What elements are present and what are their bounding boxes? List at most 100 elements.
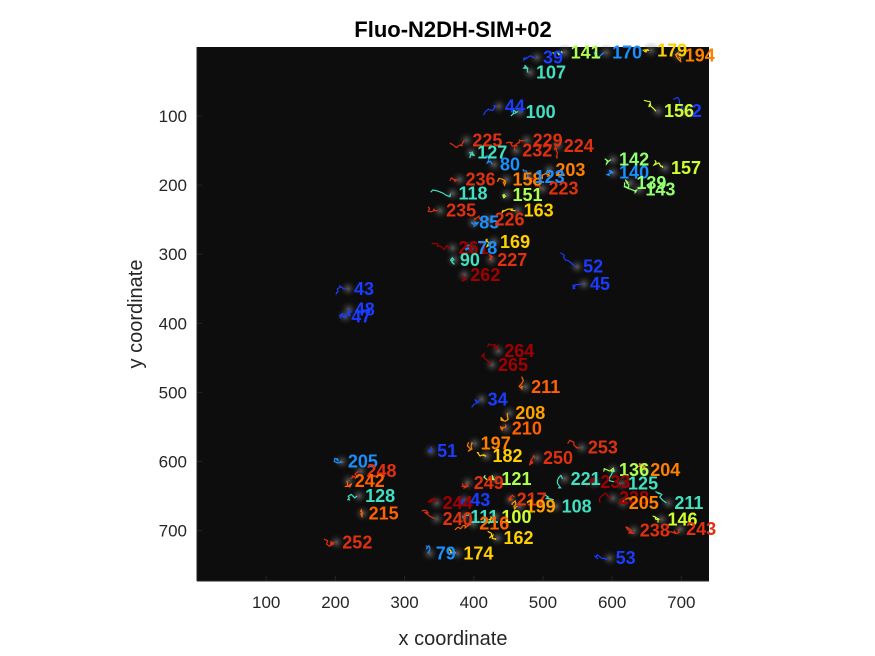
- track-line: [672, 96, 684, 112]
- cell-blob: [427, 493, 446, 512]
- chart-title: Fluo-N2DH-SIM+02: [354, 17, 551, 42]
- track-label: 252: [342, 532, 372, 552]
- y-tick-label: 100: [159, 107, 187, 126]
- track-line: [571, 283, 583, 290]
- cell-blob: [497, 170, 516, 189]
- cell-blob: [479, 210, 498, 229]
- track-line: [522, 168, 529, 179]
- cell-blob: [427, 509, 446, 528]
- track-label: 118: [459, 183, 488, 203]
- track-label: 48: [355, 300, 375, 320]
- track-label: 203: [555, 160, 585, 180]
- cell-blob: [624, 521, 643, 540]
- cell-blobs: [327, 41, 695, 568]
- track-line: [449, 256, 455, 265]
- x-axis-label: x coordinate: [399, 628, 508, 650]
- cell-blob: [649, 102, 668, 121]
- track-line: [469, 150, 475, 159]
- track-line: [484, 155, 493, 165]
- track-line: [604, 158, 612, 166]
- track-line: [501, 208, 516, 214]
- track-line: [510, 108, 519, 117]
- cell-blob: [659, 493, 678, 512]
- track-line: [483, 104, 498, 116]
- x-tick-label: 200: [321, 593, 349, 612]
- track-line: [636, 462, 647, 471]
- cell-blob: [510, 102, 529, 121]
- track-label: 90: [460, 250, 480, 270]
- track-line: [449, 177, 458, 183]
- x-tick-label: 500: [529, 593, 557, 612]
- cell-blob: [485, 232, 504, 251]
- track-line: [593, 51, 605, 60]
- track-label: 151: [513, 185, 543, 205]
- track-line: [427, 206, 439, 213]
- track-label: 199: [526, 496, 556, 516]
- cell-blob: [443, 184, 462, 203]
- track-label: 128: [365, 486, 395, 506]
- track-label: 224: [564, 136, 594, 156]
- x-tick-label: 700: [667, 593, 695, 612]
- cell-blob: [450, 170, 469, 189]
- track-label: 85: [479, 212, 499, 232]
- cell-blob: [455, 265, 474, 284]
- cell-blob: [572, 438, 591, 457]
- cell-blob: [546, 497, 565, 516]
- track-label: 249: [474, 473, 504, 493]
- track-line: [511, 500, 518, 511]
- track-label: 226: [495, 210, 525, 230]
- track-label: 78: [477, 238, 497, 258]
- track-label: 240: [443, 509, 473, 529]
- track-label: 233: [600, 472, 630, 492]
- track-line: [431, 242, 451, 251]
- track-line: [483, 474, 496, 481]
- track-line: [488, 253, 494, 261]
- track-label: 197: [481, 434, 511, 454]
- track-label: 47: [351, 306, 371, 326]
- track-label: 136: [619, 460, 649, 480]
- track-line: [487, 343, 500, 352]
- track-line: [476, 452, 487, 457]
- track-line: [350, 470, 359, 480]
- track-label: 211: [531, 377, 560, 397]
- track-line: [529, 177, 542, 189]
- track-line: [623, 179, 630, 189]
- track-label: 264: [504, 341, 534, 361]
- cell-blob: [533, 179, 552, 198]
- cell-blob: [555, 469, 574, 488]
- track-label: 243: [686, 519, 716, 539]
- track-label: 163: [524, 201, 554, 221]
- track-line: [427, 446, 434, 453]
- track-line: [338, 312, 346, 319]
- track-line: [553, 145, 558, 159]
- cell-blob: [496, 419, 515, 438]
- cell-blob: [482, 250, 501, 269]
- track-label: 232: [522, 141, 552, 161]
- cell-blob: [519, 167, 538, 186]
- cell-blob: [500, 404, 519, 423]
- track-label: 223: [548, 179, 578, 199]
- track-line: [466, 441, 474, 452]
- cell-blob: [497, 185, 516, 204]
- track-label: 143: [645, 179, 675, 199]
- track-label: 39: [543, 47, 563, 67]
- cell-blob: [489, 341, 508, 360]
- track-line: [605, 169, 614, 177]
- track-label: 140: [619, 163, 649, 183]
- cell-blob: [488, 529, 507, 548]
- track-label: 225: [472, 130, 502, 150]
- track-label: 208: [515, 403, 545, 423]
- track-label: 125: [628, 474, 658, 494]
- track-line: [652, 159, 664, 169]
- cell-blob: [527, 48, 546, 67]
- track-line: [623, 186, 638, 195]
- track-label: 205: [348, 451, 378, 471]
- track-label: 142: [619, 150, 649, 170]
- track-line: [507, 494, 515, 502]
- track-label: 253: [588, 438, 618, 458]
- track-line: [480, 352, 492, 366]
- y-tick-label: 200: [159, 176, 187, 195]
- track-line: [344, 480, 353, 488]
- cell-blob: [548, 136, 567, 155]
